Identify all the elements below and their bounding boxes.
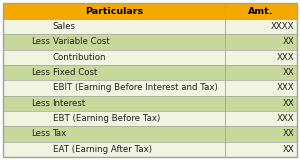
Bar [3, 126, 297, 142]
Bar [3, 65, 297, 80]
Text: XXXX: XXXX [271, 22, 294, 31]
Text: Less: Less [32, 129, 50, 139]
Text: Tax: Tax [52, 129, 67, 139]
Text: XXX: XXX [276, 114, 294, 123]
Bar [3, 34, 297, 50]
Text: Less: Less [32, 68, 50, 77]
Bar [3, 111, 297, 126]
Bar [3, 50, 297, 65]
Text: Less: Less [32, 37, 50, 47]
Text: XXX: XXX [276, 84, 294, 92]
Text: Less: Less [32, 99, 50, 108]
Text: XXX: XXX [276, 53, 294, 62]
Text: Particulars: Particulars [85, 7, 143, 16]
Text: Sales: Sales [52, 22, 76, 31]
Text: XX: XX [282, 68, 294, 77]
Bar [3, 19, 297, 34]
Text: XX: XX [282, 129, 294, 139]
Text: Fixed Cost: Fixed Cost [52, 68, 97, 77]
Bar [3, 80, 297, 96]
Text: XX: XX [282, 99, 294, 108]
Text: Interest: Interest [52, 99, 86, 108]
Text: EAT (Earning After Tax): EAT (Earning After Tax) [52, 145, 152, 154]
Text: Variable Cost: Variable Cost [52, 37, 109, 47]
Text: Contribution: Contribution [52, 53, 106, 62]
Text: Amt.: Amt. [248, 7, 274, 16]
Text: XX: XX [282, 37, 294, 47]
Text: XX: XX [282, 145, 294, 154]
Bar [3, 96, 297, 111]
Bar [3, 3, 297, 19]
Text: EBIT (Earning Before Interest and Tax): EBIT (Earning Before Interest and Tax) [52, 84, 217, 92]
Bar [3, 142, 297, 157]
Text: EBT (Earning Before Tax): EBT (Earning Before Tax) [52, 114, 160, 123]
